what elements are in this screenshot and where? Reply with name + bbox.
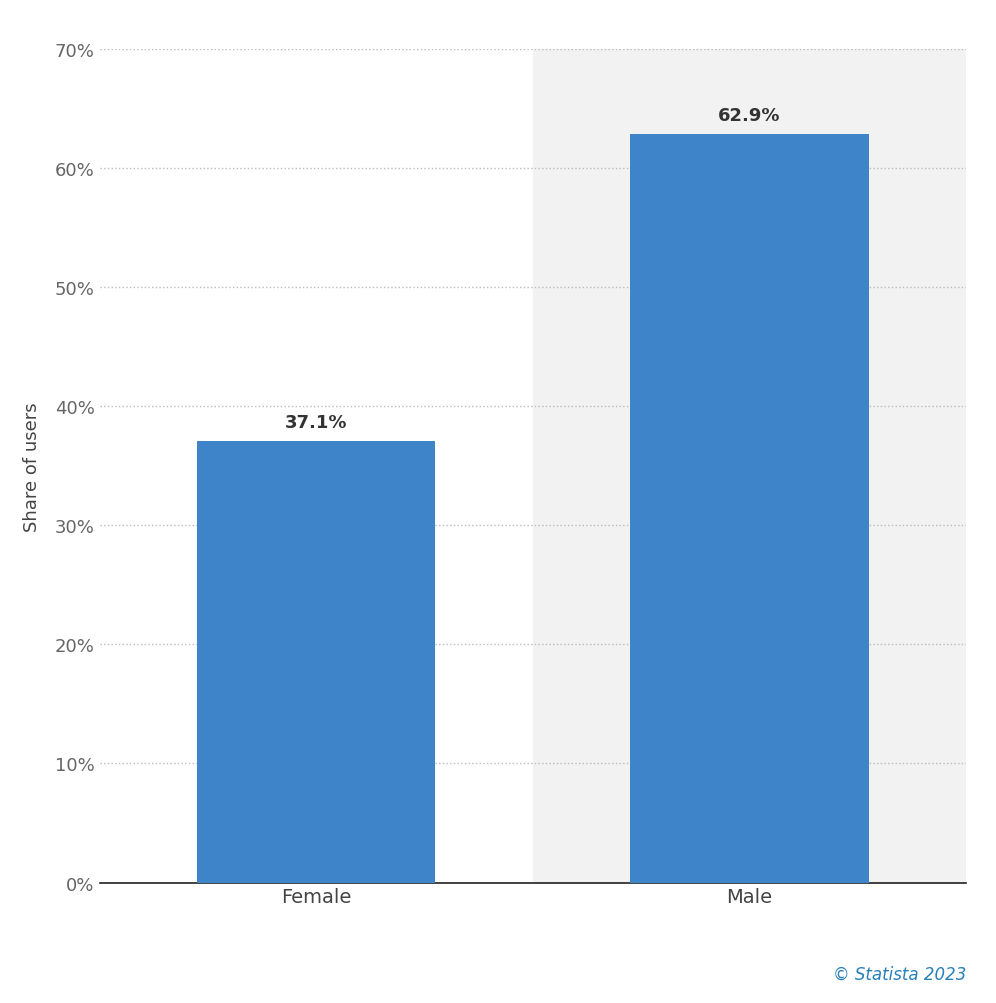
Bar — [197, 441, 435, 883]
Text: 37.1%: 37.1% — [285, 414, 348, 432]
Y-axis label: Share of users: Share of users — [23, 401, 41, 532]
Bar — [630, 134, 869, 883]
Text: 62.9%: 62.9% — [718, 107, 781, 125]
Bar — [533, 50, 966, 883]
Text: © Statista 2023: © Statista 2023 — [833, 965, 966, 983]
